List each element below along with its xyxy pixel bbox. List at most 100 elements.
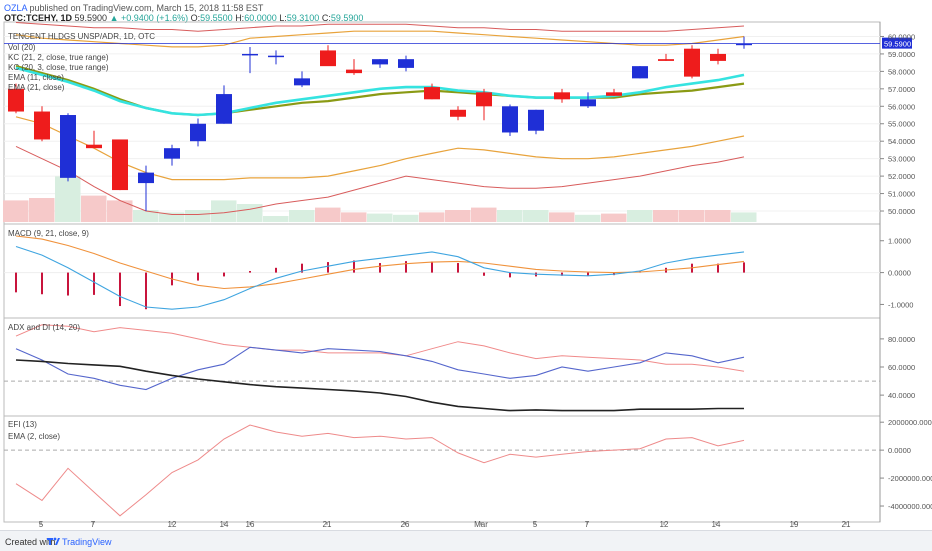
candle-body bbox=[8, 88, 24, 112]
volume-bar bbox=[315, 207, 341, 222]
macd-signal-line bbox=[15, 235, 745, 290]
price-axis-tick-label: 59.0000 bbox=[888, 50, 915, 59]
candle-body bbox=[190, 123, 206, 142]
macd-histogram-bar bbox=[327, 262, 329, 273]
candle-body bbox=[164, 148, 180, 159]
candle-body bbox=[268, 55, 284, 58]
macd-histogram-bar bbox=[15, 272, 17, 293]
volume-bar bbox=[419, 212, 445, 222]
macd-axis-tick-label: 0.0000 bbox=[888, 269, 911, 278]
adx-line bbox=[15, 359, 744, 412]
volume-bar bbox=[107, 200, 133, 222]
adx-axis-tick-label: 80.0000 bbox=[888, 335, 915, 344]
time-axis-tick-label: 14 bbox=[712, 520, 721, 529]
candle-body bbox=[320, 50, 336, 67]
efi-axis-tick-label: -2000000.0000 bbox=[888, 474, 932, 483]
candle-body bbox=[294, 78, 310, 86]
macd-pane: 1.0000 0.0000 -1.0000 MACD (9, 21, close, 9… bbox=[4, 229, 913, 310]
volume-bar bbox=[393, 214, 419, 222]
candle-body bbox=[216, 94, 232, 124]
candle-body bbox=[606, 92, 622, 96]
price-axis-tick-label: 54.0000 bbox=[888, 137, 915, 146]
pane-frame-4 bbox=[3, 415, 881, 523]
volume-bar bbox=[601, 213, 627, 222]
price-axis-tick-label: 56.0000 bbox=[888, 102, 915, 111]
time-axis-tick-label: 12 bbox=[660, 520, 669, 529]
published-text: published on TradingView.com, March 15, … bbox=[29, 3, 264, 13]
candle-body bbox=[658, 59, 674, 61]
volume-bar bbox=[471, 207, 497, 222]
candle-body bbox=[86, 144, 102, 149]
macd-histogram-bar bbox=[379, 263, 381, 273]
up-arrow-icon: ▲ bbox=[109, 13, 119, 23]
time-axis-tick-label: 5 bbox=[39, 520, 44, 529]
time-axis-tick-label: Mar bbox=[474, 520, 488, 529]
low-value: 59.3100 bbox=[286, 13, 320, 23]
macd-histogram-bar bbox=[41, 272, 43, 295]
macd-histogram-bar bbox=[197, 272, 199, 281]
symbol-label: OTC:TCEHY, 1D bbox=[4, 13, 73, 23]
macd-line bbox=[15, 245, 745, 310]
created-with-text: Created with bbox=[5, 537, 56, 547]
close-label: C: bbox=[321, 13, 331, 23]
time-axis-tick-label: 19 bbox=[790, 520, 799, 529]
di-minus-line bbox=[15, 324, 745, 372]
price-axis-tick-label: 57.0000 bbox=[888, 85, 915, 94]
macd-histogram-bar bbox=[431, 261, 433, 273]
candle-body bbox=[450, 109, 466, 117]
efi-axis-tick-label: -4000000.0000 bbox=[888, 502, 932, 511]
candle-body bbox=[60, 115, 76, 178]
volume-bar bbox=[523, 210, 549, 222]
candle-body bbox=[710, 53, 726, 61]
tradingview-link[interactable]: TradingView bbox=[62, 537, 112, 547]
main-pane-legend-entry: Vol (20) bbox=[8, 43, 36, 52]
volume-bar bbox=[575, 214, 601, 222]
volume-bar bbox=[133, 210, 159, 222]
di-plus-line bbox=[15, 346, 745, 391]
time-axis-tick-label: 21 bbox=[323, 520, 332, 529]
chart-header: OZLA published on TradingView.com, March… bbox=[0, 0, 932, 23]
pane-frame-3 bbox=[3, 317, 881, 417]
adx-pane-title: ADX and DI (14, 20) bbox=[8, 323, 80, 332]
volume-bar bbox=[549, 212, 575, 222]
candle-body bbox=[476, 92, 492, 107]
macd-histogram-bar bbox=[249, 271, 251, 273]
price-axis-background bbox=[880, 22, 932, 522]
volume-bar bbox=[159, 212, 185, 222]
time-axis-tick-label: 7 bbox=[91, 520, 96, 529]
volume-bar bbox=[497, 210, 523, 222]
time-axis-tick-label: 16 bbox=[246, 520, 255, 529]
tradingview-logo-icon bbox=[47, 537, 60, 545]
kc-outer-upper-line bbox=[15, 22, 745, 32]
kc-inner-lower-line bbox=[15, 116, 745, 181]
main-pane-legend-entry: KC (21, 2, close, true range) bbox=[8, 53, 109, 62]
publication-info: OZLA published on TradingView.com, March… bbox=[4, 3, 263, 13]
main-pane-legend-entry: EMA (11, close) bbox=[8, 73, 64, 82]
adx-pane: 80.0000 60.0000 40.0000 ADX and DI (14, 20) bbox=[4, 323, 915, 412]
macd-histogram-bar bbox=[743, 262, 745, 273]
time-axis: 5 7 12 14 16 21 26 Mar 5 7 12 14 19 21 bbox=[39, 520, 851, 529]
low-label: L: bbox=[279, 13, 287, 23]
candlestick-series bbox=[8, 36, 752, 212]
efi-axis-tick-label: 0.0000 bbox=[888, 446, 911, 455]
open-label: O: bbox=[190, 13, 201, 23]
volume-bar bbox=[445, 210, 471, 222]
adx-axis-tick-label: 60.0000 bbox=[888, 363, 915, 372]
volume-bar bbox=[237, 204, 263, 222]
macd-histogram-bar bbox=[405, 261, 407, 273]
efi-axis-tick-label: 2000000.0000 bbox=[888, 418, 932, 427]
time-axis-tick-label: 21 bbox=[842, 520, 851, 529]
last-price-badge bbox=[882, 37, 912, 49]
candle-body bbox=[554, 92, 570, 100]
price-axis-tick-label: 51.0000 bbox=[888, 190, 915, 199]
main-pane-title: TENCENT HLDGS UNSP/ADR, 1D, OTC bbox=[8, 32, 155, 41]
volume-series bbox=[3, 176, 757, 222]
volume-bar bbox=[263, 216, 289, 222]
volume-bar bbox=[367, 213, 393, 222]
candle-body bbox=[242, 53, 258, 56]
author-link[interactable]: OZLA bbox=[4, 3, 28, 13]
macd-histogram-bar bbox=[717, 263, 719, 273]
kc-outer-lower-line bbox=[15, 145, 745, 215]
candle-body bbox=[372, 59, 388, 65]
chart-canvas[interactable]: 59.590060.000059.000058.000057.000056.00… bbox=[0, 0, 932, 530]
